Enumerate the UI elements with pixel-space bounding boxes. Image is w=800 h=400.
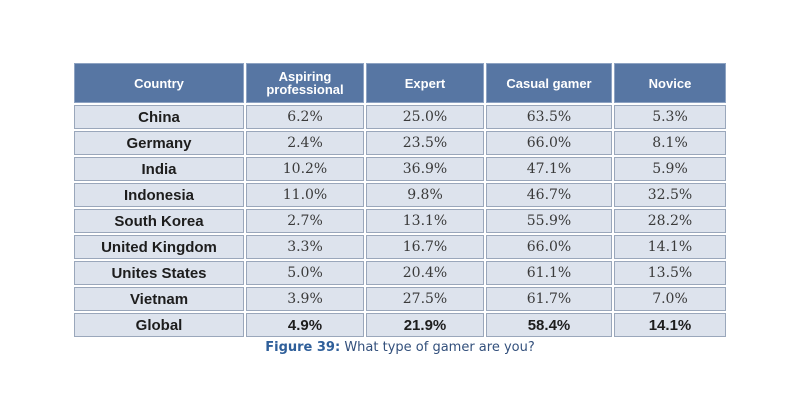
expert-cell: 23.5% xyxy=(366,131,484,155)
table-row: Vietnam 3.9% 27.5% 61.7% 7.0% xyxy=(74,287,726,311)
figure-label: Figure 39: xyxy=(265,340,341,355)
gamer-type-table: Country Aspiring professional Expert Cas… xyxy=(72,61,728,339)
aspiring-professional-cell: 11.0% xyxy=(246,183,364,207)
expert-cell: 13.1% xyxy=(366,209,484,233)
table-row: Germany 2.4% 23.5% 66.0% 8.1% xyxy=(74,131,726,155)
casual-gamer-cell: 61.1% xyxy=(486,261,612,285)
novice-cell: 28.2% xyxy=(614,209,726,233)
table-header-row: Country Aspiring professional Expert Cas… xyxy=(74,63,726,103)
country-cell: Unites States xyxy=(74,261,244,285)
figure-caption: Figure 39: What type of gamer are you? xyxy=(0,340,800,355)
column-header-country: Country xyxy=(74,63,244,103)
column-header-novice: Novice xyxy=(614,63,726,103)
column-header-casual-gamer: Casual gamer xyxy=(486,63,612,103)
aspiring-professional-cell: 2.7% xyxy=(246,209,364,233)
aspiring-professional-cell: 6.2% xyxy=(246,105,364,129)
casual-gamer-cell: 66.0% xyxy=(486,131,612,155)
table-row: United Kingdom 3.3% 16.7% 66.0% 14.1% xyxy=(74,235,726,259)
casual-gamer-cell: 66.0% xyxy=(486,235,612,259)
global-expert-cell: 21.9% xyxy=(366,313,484,337)
table-row: Indonesia 11.0% 9.8% 46.7% 32.5% xyxy=(74,183,726,207)
global-casual-gamer-cell: 58.4% xyxy=(486,313,612,337)
table-row: India 10.2% 36.9% 47.1% 5.9% xyxy=(74,157,726,181)
casual-gamer-cell: 55.9% xyxy=(486,209,612,233)
aspiring-professional-cell: 5.0% xyxy=(246,261,364,285)
column-header-expert: Expert xyxy=(366,63,484,103)
casual-gamer-cell: 46.7% xyxy=(486,183,612,207)
country-cell: South Korea xyxy=(74,209,244,233)
casual-gamer-cell: 63.5% xyxy=(486,105,612,129)
global-aspiring-professional-cell: 4.9% xyxy=(246,313,364,337)
novice-cell: 5.3% xyxy=(614,105,726,129)
casual-gamer-cell: 47.1% xyxy=(486,157,612,181)
expert-cell: 36.9% xyxy=(366,157,484,181)
expert-cell: 20.4% xyxy=(366,261,484,285)
country-cell: China xyxy=(74,105,244,129)
aspiring-professional-cell: 10.2% xyxy=(246,157,364,181)
country-cell: Indonesia xyxy=(74,183,244,207)
country-cell: Germany xyxy=(74,131,244,155)
country-cell: India xyxy=(74,157,244,181)
expert-cell: 16.7% xyxy=(366,235,484,259)
country-cell: United Kingdom xyxy=(74,235,244,259)
novice-cell: 8.1% xyxy=(614,131,726,155)
aspiring-professional-cell: 2.4% xyxy=(246,131,364,155)
global-novice-cell: 14.1% xyxy=(614,313,726,337)
table-row: Unites States 5.0% 20.4% 61.1% 13.5% xyxy=(74,261,726,285)
column-header-aspiring-professional: Aspiring professional xyxy=(246,63,364,103)
novice-cell: 14.1% xyxy=(614,235,726,259)
novice-cell: 32.5% xyxy=(614,183,726,207)
casual-gamer-cell: 61.7% xyxy=(486,287,612,311)
expert-cell: 27.5% xyxy=(366,287,484,311)
expert-cell: 9.8% xyxy=(366,183,484,207)
novice-cell: 5.9% xyxy=(614,157,726,181)
global-row: Global 4.9% 21.9% 58.4% 14.1% xyxy=(74,313,726,337)
table-row: South Korea 2.7% 13.1% 55.9% 28.2% xyxy=(74,209,726,233)
figure-title: What type of gamer are you? xyxy=(344,340,535,355)
expert-cell: 25.0% xyxy=(366,105,484,129)
aspiring-professional-cell: 3.9% xyxy=(246,287,364,311)
country-cell: Vietnam xyxy=(74,287,244,311)
novice-cell: 7.0% xyxy=(614,287,726,311)
global-label-cell: Global xyxy=(74,313,244,337)
novice-cell: 13.5% xyxy=(614,261,726,285)
aspiring-professional-cell: 3.3% xyxy=(246,235,364,259)
table-row: China 6.2% 25.0% 63.5% 5.3% xyxy=(74,105,726,129)
